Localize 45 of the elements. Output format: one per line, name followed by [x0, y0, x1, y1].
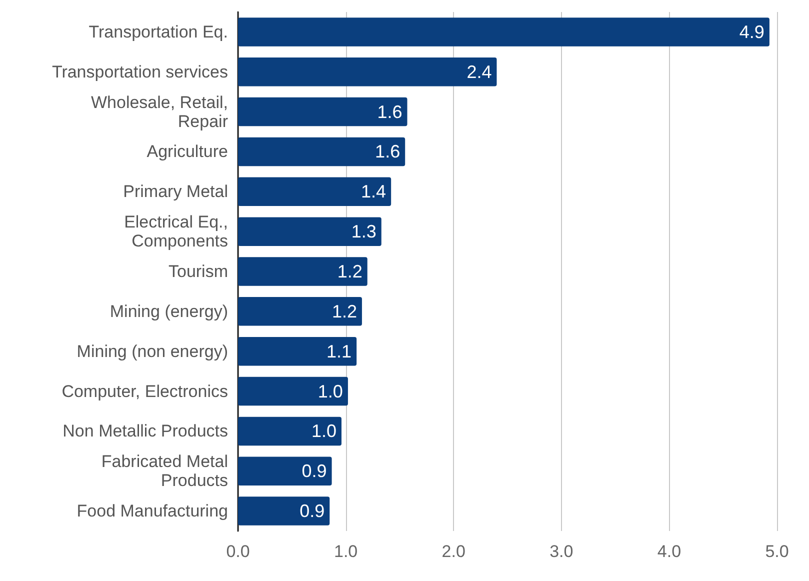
x-tick-label: 5.0: [765, 542, 789, 561]
bar: [238, 376, 348, 406]
y-tick-label: Transportation Eq.: [88, 22, 228, 42]
x-tick-label: 4.0: [657, 542, 682, 561]
data-label: 0.9: [302, 461, 327, 482]
bar: [238, 456, 332, 486]
bar: [238, 177, 392, 206]
bar: [238, 18, 770, 46]
data-label: 1.2: [332, 301, 357, 322]
data-label: 1.6: [375, 142, 400, 162]
bar: [238, 297, 362, 326]
data-label: 1.6: [377, 102, 402, 122]
bar: [238, 496, 330, 526]
x-tick-label: 2.0: [442, 542, 466, 561]
data-label: 1.4: [361, 182, 386, 202]
y-tick-label: Food Manufacturing: [76, 502, 228, 521]
y-tick-label: Non Metallic Products: [62, 422, 228, 441]
x-tick-label: 0.0: [226, 542, 250, 561]
bar: [238, 137, 406, 166]
y-tick-label: Transportation services: [52, 62, 228, 82]
y-tick-label: Wholesale, Retail, Repair: [90, 92, 228, 131]
data-label: 1.2: [337, 262, 362, 282]
y-tick-label: Agriculture: [146, 142, 228, 162]
y-tick-label: Fabricated Metal Products: [101, 452, 228, 490]
data-label: 1.1: [326, 341, 352, 362]
data-label: 0.9: [300, 501, 325, 522]
data-label: 4.9: [739, 22, 764, 42]
data-label: 1.0: [311, 421, 336, 442]
y-tick-label: Tourism: [168, 262, 228, 281]
y-tick-label: Mining (non energy): [76, 342, 228, 361]
y-tick-label: Electrical Eq., Components: [124, 212, 228, 251]
bar: [238, 97, 408, 126]
bar: [238, 58, 497, 86]
y-tick-label: Computer, Electronics: [62, 382, 228, 401]
y-tick-label: Mining (energy): [110, 302, 228, 321]
y-tick-label: Primary Metal: [123, 182, 228, 202]
data-label: 2.4: [466, 62, 492, 82]
x-tick-label: 1.0: [334, 542, 358, 561]
bar: [238, 416, 342, 446]
data-label: 1.3: [351, 222, 376, 242]
bar: [238, 217, 382, 246]
data-label: 1.0: [318, 381, 343, 402]
bar: [238, 257, 368, 286]
x-tick-label: 3.0: [550, 542, 574, 561]
bar: [238, 336, 357, 366]
